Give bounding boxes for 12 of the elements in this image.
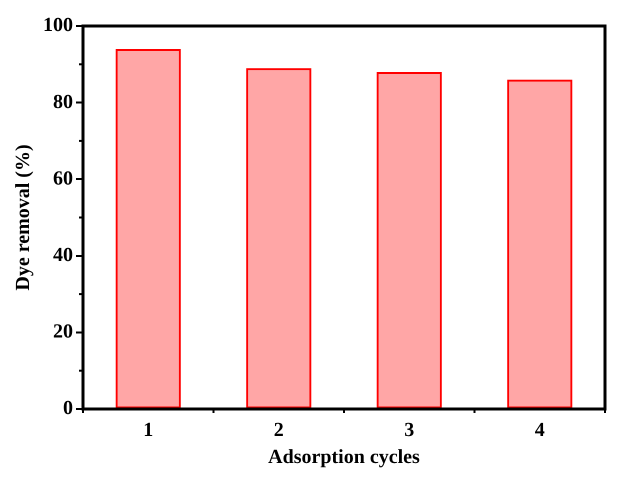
- y-tick-label: 40: [53, 244, 73, 266]
- x-tick-label: 2: [274, 419, 284, 442]
- y-tick-label: 20: [53, 320, 73, 343]
- y-tick-label: 100: [43, 14, 73, 36]
- x-tick-label: 1: [143, 419, 154, 442]
- y-tick-label: 80: [53, 90, 73, 113]
- x-tick-label: 3: [404, 419, 414, 442]
- y-tick-label: 60: [53, 167, 73, 190]
- y-axis-title: Dye removal (%): [12, 144, 34, 291]
- y-tick-label: 0: [63, 397, 73, 420]
- x-tick-label: 4: [534, 419, 545, 442]
- x-axis-title: Adsorption cycles: [268, 446, 420, 468]
